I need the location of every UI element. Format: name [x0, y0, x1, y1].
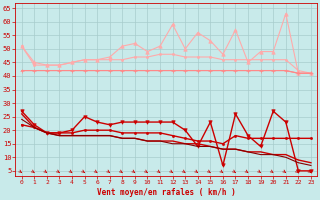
X-axis label: Vent moyen/en rafales ( km/h ): Vent moyen/en rafales ( km/h ) [97, 188, 236, 197]
